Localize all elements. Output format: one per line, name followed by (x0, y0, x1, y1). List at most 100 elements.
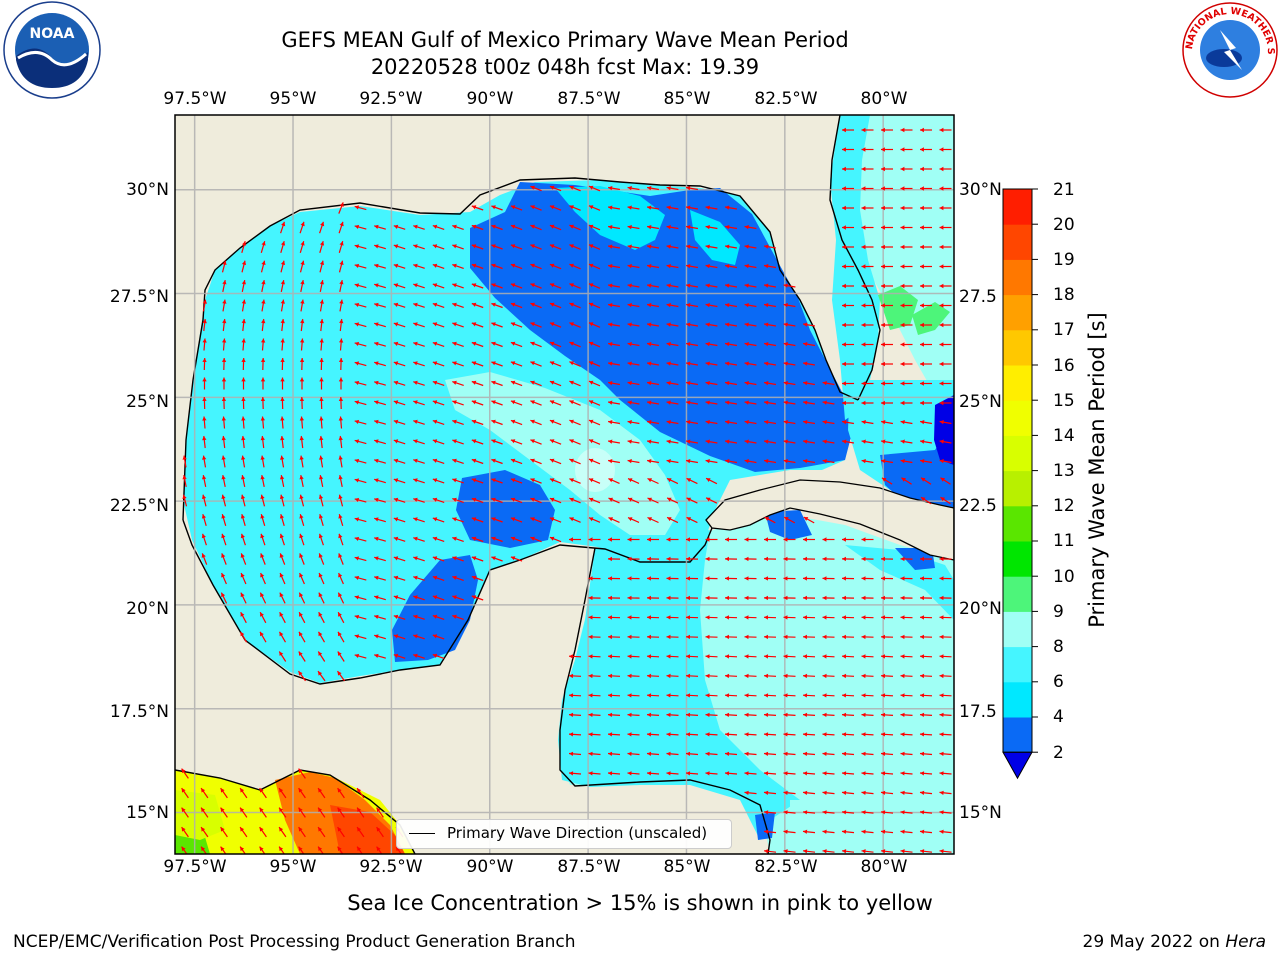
wave-direction-arrow (646, 751, 660, 756)
wave-direction-arrow (939, 342, 952, 347)
wave-direction-arrow (279, 514, 285, 526)
wave-direction-arrow (783, 342, 796, 347)
wave-direction-arrow (822, 771, 835, 776)
wave-direction-arrow (861, 283, 874, 289)
wave-direction-arrow (783, 322, 796, 327)
wave-direction-arrow (919, 634, 933, 640)
wave-direction-arrow (900, 673, 913, 679)
wave-direction-arrow (354, 556, 367, 562)
wave-direction-arrow (705, 205, 718, 210)
wave-direction-arrow (880, 771, 894, 776)
wave-direction-arrow (588, 615, 601, 620)
wave-direction-arrow (939, 303, 952, 308)
colorbar-tick-label: 18 (1053, 285, 1075, 305)
wave-direction-arrow (569, 341, 581, 348)
wave-direction-arrow (452, 244, 464, 250)
wave-direction-arrow (939, 322, 952, 328)
wave-direction-arrow (939, 225, 952, 230)
wave-direction-arrow (432, 302, 445, 308)
wave-direction-arrow (319, 241, 325, 253)
wave-direction-arrow (260, 416, 265, 429)
wave-direction-arrow (222, 318, 227, 332)
wave-direction-arrow (666, 381, 679, 386)
wave-direction-arrow (413, 244, 425, 250)
wave-direction-arrow (783, 790, 796, 795)
wave-direction-arrow (319, 474, 324, 488)
wave-direction-arrow (802, 693, 816, 698)
wave-direction-arrow (939, 771, 952, 776)
wave-direction-arrow (432, 595, 445, 601)
wave-direction-arrow (646, 459, 660, 464)
wave-direction-arrow (510, 283, 523, 289)
wave-direction-arrow (338, 514, 344, 526)
wave-direction-arrow (783, 771, 796, 776)
lat-label-left: 30°N (126, 180, 169, 200)
wave-direction-arrow (705, 381, 718, 386)
wave-direction-arrow (861, 537, 874, 542)
pacific-water-red (330, 805, 405, 854)
colorbar-tick-label: 19 (1053, 250, 1075, 270)
wave-direction-arrow (300, 279, 305, 293)
wave-direction-arrow (491, 205, 503, 211)
wave-direction-arrow (549, 244, 562, 250)
wave-direction-arrow (202, 299, 207, 312)
wave-direction-arrow (919, 673, 933, 679)
wave-direction-arrow (221, 435, 226, 449)
wave-direction-arrow (393, 458, 406, 464)
wave-direction-arrow (861, 303, 874, 308)
wave-direction-arrow (432, 244, 445, 250)
wave-direction-arrow (822, 732, 835, 737)
wave-direction-arrow (471, 283, 484, 289)
wave-direction-arrow (783, 537, 796, 542)
wave-direction-arrow (822, 576, 835, 581)
wave-direction-arrow (919, 790, 933, 795)
wave-direction-arrow (413, 283, 425, 289)
wave-direction-arrow (432, 556, 445, 562)
wave-direction-arrow (685, 283, 699, 288)
wave-direction-arrow (319, 416, 324, 429)
wave-direction-arrow (181, 846, 188, 854)
wave-direction-arrow (627, 303, 640, 308)
wave-direction-arrow (471, 536, 484, 543)
wave-direction-arrow (337, 787, 345, 799)
wave-direction-arrow (588, 205, 601, 211)
straits-water-2-4s (880, 420, 954, 510)
wave-direction-arrow (280, 221, 286, 234)
wave-direction-arrow (724, 303, 738, 308)
wave-direction-arrow (685, 439, 699, 444)
wave-direction-arrow (744, 225, 757, 230)
wave-direction-arrow (300, 338, 305, 351)
wave-direction-arrow (919, 576, 933, 581)
wave-direction-arrow (842, 303, 854, 308)
wave-direction-arrow (471, 419, 484, 426)
wave-direction-arrow (240, 553, 247, 565)
wave-direction-arrow (627, 322, 640, 327)
wave-direction-arrow (900, 712, 913, 717)
wave-direction-arrow (920, 186, 932, 191)
wave-direction-arrow (337, 631, 345, 643)
wave-direction-arrow (491, 458, 503, 465)
wave-direction-arrow (919, 459, 933, 464)
colorbar-tick-label: 17 (1053, 320, 1075, 340)
colorbar-segment (1003, 611, 1032, 648)
wave-direction-arrow (588, 654, 601, 659)
footer-date: 29 May 2022 on Hera (1083, 932, 1267, 952)
wave-direction-arrow (724, 712, 738, 717)
wave-direction-arrow (724, 381, 738, 386)
wave-direction-arrow (337, 611, 345, 624)
wave-direction-arrow (588, 322, 601, 328)
wave-direction-arrow (822, 400, 835, 405)
wave-direction-arrow (744, 576, 757, 581)
wave-direction-arrow (920, 166, 932, 172)
wave-direction-arrow (510, 263, 523, 270)
wave-direction-arrow (374, 595, 386, 601)
wave-direction-arrow (241, 416, 246, 429)
wave-direction-arrow (881, 244, 893, 250)
wave-direction-arrow (881, 322, 893, 328)
wave-direction-arrow (919, 556, 933, 562)
wave-direction-arrow (608, 478, 620, 484)
wave-direction-arrow (705, 244, 718, 249)
wave-direction-arrow (900, 459, 913, 464)
wave-direction-arrow (900, 829, 913, 834)
